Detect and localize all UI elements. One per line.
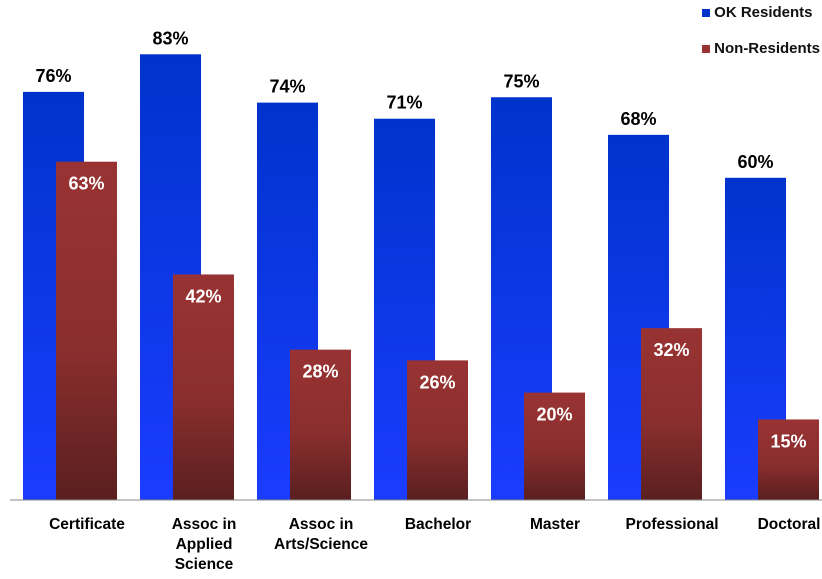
value-label-non-residents-bachelor: 26% xyxy=(419,372,455,392)
value-label-ok-residents-certificate: 76% xyxy=(35,66,71,86)
bar-non-residents-assoc-in-arts-science xyxy=(290,349,351,500)
value-label-ok-residents-doctoral: 60% xyxy=(737,152,773,172)
x-tick-label-professional: Professional xyxy=(625,516,718,533)
value-labels-layer: 76% 63% 83% 42% 74% 28% 71% 26% 75% 20% 68% 32% 60% 1… xyxy=(35,28,806,451)
x-tick-label-certificate: Certificate xyxy=(49,516,125,533)
value-label-non-residents-professional: 32% xyxy=(653,340,689,360)
x-tick-label-doctoral: Doctoral xyxy=(758,516,821,533)
legend-label-ok-residents: OK Residents xyxy=(714,4,813,21)
value-label-ok-residents-professional: 68% xyxy=(620,109,656,129)
bar-non-residents-master xyxy=(524,392,585,500)
x-tick-labels-layer: Certificate Assoc in Applied Science Assoc i… xyxy=(49,516,820,573)
value-label-ok-residents-master: 75% xyxy=(503,71,539,91)
legend-swatch-non-residents xyxy=(702,44,711,53)
legend-label-non-residents: Non-Residents xyxy=(714,40,820,57)
legend: OK Residents Non-Residents xyxy=(702,4,820,76)
legend-item-non-residents: Non-Residents xyxy=(702,40,820,57)
bar-non-residents-certificate xyxy=(56,161,117,500)
value-label-ok-residents-assoc-in-arts-science: 74% xyxy=(269,77,305,97)
value-label-non-residents-certificate: 63% xyxy=(68,174,104,194)
bar-non-residents-doctoral xyxy=(758,419,819,500)
legend-swatch-ok-residents xyxy=(702,8,711,17)
x-tick-label-assoc-in-applied-science: Assoc in Applied Science xyxy=(172,516,237,573)
value-label-non-residents-assoc-in-arts-science: 28% xyxy=(302,362,338,382)
legend-item-ok-residents: OK Residents xyxy=(702,4,820,21)
x-tick-label-master: Master xyxy=(530,516,580,533)
value-label-non-residents-master: 20% xyxy=(536,405,572,425)
value-label-non-residents-doctoral: 15% xyxy=(770,431,806,451)
value-label-ok-residents-assoc-in-applied-science: 83% xyxy=(152,28,188,48)
bar-non-residents-bachelor xyxy=(407,360,468,500)
x-tick-label-assoc-in-arts-science: Assoc in Arts/Science xyxy=(274,516,368,553)
value-label-non-residents-assoc-in-applied-science: 42% xyxy=(185,286,221,306)
bar-non-residents-professional xyxy=(641,328,702,500)
value-label-ok-residents-bachelor: 71% xyxy=(386,93,422,113)
bars-layer xyxy=(23,54,819,501)
x-tick-label-bachelor: Bachelor xyxy=(405,516,471,533)
bar-non-residents-assoc-in-applied-science xyxy=(173,274,234,500)
